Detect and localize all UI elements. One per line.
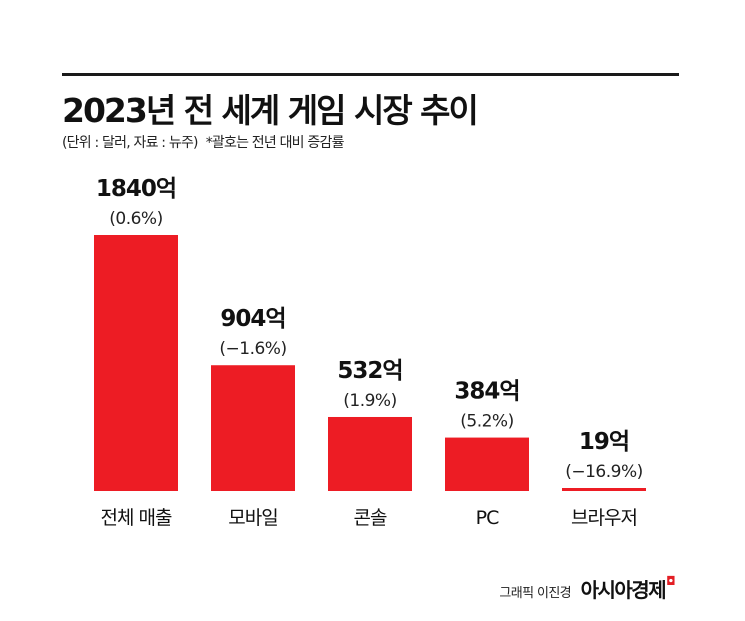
bar-change-label: (1.9%)	[343, 391, 396, 411]
bar-change-label: (5.2%)	[460, 412, 513, 432]
bar-value-label: 1840억	[96, 176, 176, 202]
bar	[445, 437, 529, 491]
bar	[562, 488, 646, 491]
category-tick-label: 브라우저	[571, 507, 637, 529]
footnote-label: *괄호는 전년 대비 증감률	[205, 135, 345, 151]
bar-value-label: 384억	[454, 379, 519, 405]
bar	[94, 235, 178, 491]
bar-change-label: (−16.9%)	[565, 462, 643, 482]
chart-subtitle: (단위 : 달러, 자료 : 뉴주) *괄호는 전년 대비 증감률	[62, 132, 344, 152]
bar-change-label: (−1.6%)	[219, 339, 286, 359]
bar	[211, 365, 295, 491]
bar-change-label: (0.6%)	[109, 209, 162, 229]
chart-title: 2023년 전 세계 게임 시장 추이	[62, 91, 479, 130]
brand-mark-icon: ◘	[666, 574, 676, 588]
bar-value-label: 532억	[337, 358, 402, 384]
bar	[328, 416, 412, 491]
top-rule	[62, 73, 679, 76]
category-tick-label: PC	[476, 507, 499, 529]
bar-value-label: 904억	[220, 306, 285, 332]
brand-logo: 아시아경제	[580, 578, 667, 602]
category-tick-label: 전체 매출	[101, 507, 172, 529]
credit: 그래픽 이진경 아시아경제◘	[499, 574, 675, 603]
bar-value-label: 19억	[579, 429, 629, 455]
graphic-credit: 그래픽 이진경	[499, 586, 572, 601]
category-tick-label: 콘솔	[354, 507, 387, 529]
unit-source-label: (단위 : 달러, 자료 : 뉴주)	[62, 135, 199, 151]
category-tick-label: 모바일	[228, 507, 277, 529]
